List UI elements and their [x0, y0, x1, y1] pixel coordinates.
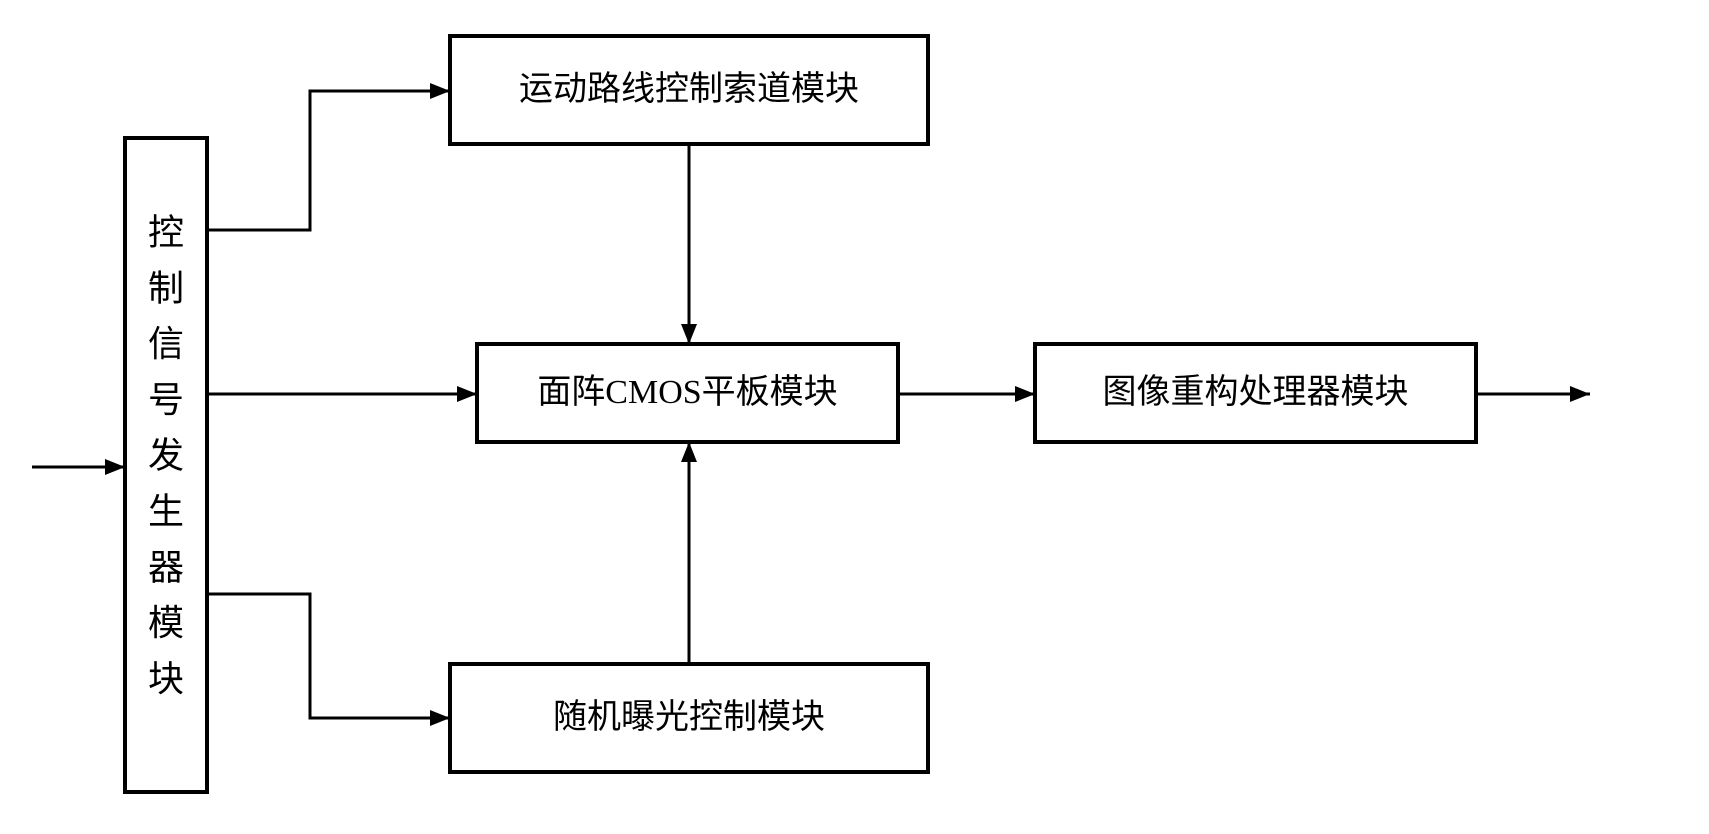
node-cmos: 面阵CMOS平板模块	[477, 344, 898, 442]
node-route: 运动路线控制索道模块	[450, 36, 928, 144]
node-ctrl-label: 控制信号发生器模块	[148, 213, 184, 699]
node-recon-label: 图像重构处理器模块	[1103, 373, 1409, 411]
node-expose-label: 随机曝光控制模块	[553, 698, 825, 736]
node-cmos-label: 面阵CMOS平板模块	[537, 373, 837, 411]
node-expose: 随机曝光控制模块	[450, 664, 928, 772]
node-recon: 图像重构处理器模块	[1035, 344, 1476, 442]
node-ctrl: 控制信号发生器模块	[125, 138, 207, 792]
node-route-label: 运动路线控制索道模块	[519, 70, 859, 108]
edge-ctrl-route	[207, 91, 450, 230]
edge-ctrl-expose	[207, 594, 450, 718]
